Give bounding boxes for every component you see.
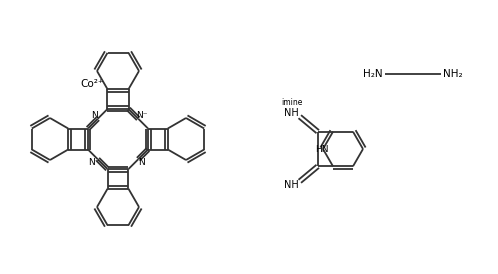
Text: NH₂: NH₂: [443, 69, 463, 79]
Text: imine: imine: [281, 98, 302, 107]
Text: H₂N: H₂N: [364, 69, 383, 79]
Text: NH: NH: [284, 180, 299, 190]
Text: N⁻: N⁻: [89, 158, 100, 167]
Text: N: N: [138, 158, 145, 167]
Text: N: N: [91, 111, 98, 120]
Text: HN: HN: [315, 144, 329, 153]
Text: Co²⁺: Co²⁺: [80, 79, 104, 89]
Text: NH: NH: [284, 108, 299, 118]
Text: N⁻: N⁻: [136, 111, 147, 120]
